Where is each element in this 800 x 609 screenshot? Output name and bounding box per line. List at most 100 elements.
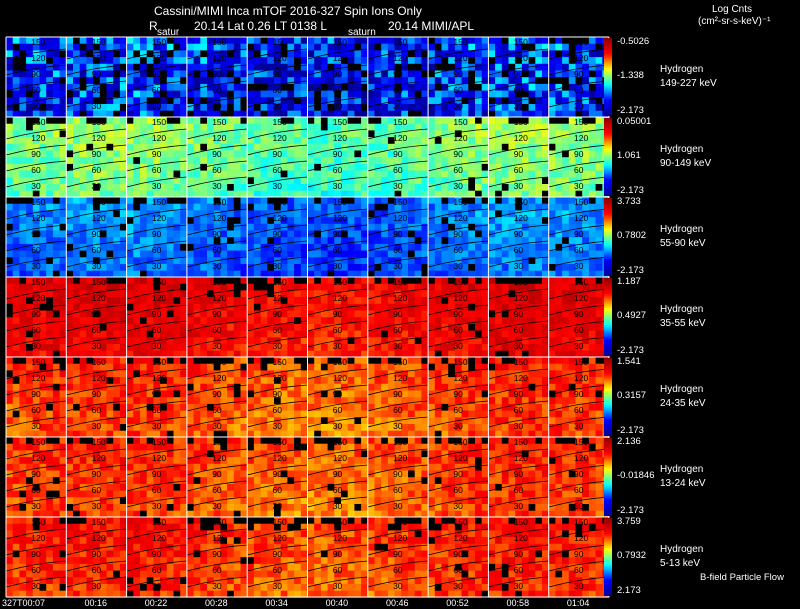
contour-label: 60 — [92, 325, 102, 335]
contour-label: 90 — [393, 389, 403, 399]
contour-label: 150 — [152, 277, 166, 287]
contour-label: 60 — [514, 245, 524, 255]
contour-label: 30 — [393, 581, 403, 591]
contour-label: 30 — [152, 501, 162, 511]
contour-label: 150 — [273, 517, 287, 527]
energy-range-label: 5-13 keV — [660, 558, 701, 569]
contour-label: 150 — [453, 37, 467, 47]
contour-label: 60 — [31, 245, 41, 255]
colorbar-max-label: 2.136 — [617, 436, 641, 447]
contour-label: 30 — [152, 341, 162, 351]
contour-label: 30 — [574, 261, 584, 271]
contour-label: 150 — [92, 37, 106, 47]
contour-label: 120 — [514, 453, 528, 463]
contour-label: 30 — [92, 501, 102, 511]
contour-label: 120 — [212, 213, 226, 223]
contour-label: 150 — [212, 517, 226, 527]
title-line-1: Cassini/MIMI Inca mTOF 2016-327 Spin Ion… — [154, 4, 422, 18]
contour-label: 90 — [152, 389, 162, 399]
contour-label: 60 — [273, 245, 283, 255]
contour-label: 150 — [92, 197, 106, 207]
contour-label: 90 — [453, 389, 463, 399]
contour-label: 30 — [212, 181, 222, 191]
contour-label: 120 — [393, 133, 407, 143]
contour-label: 120 — [574, 213, 588, 223]
contour-label: 120 — [393, 373, 407, 383]
contour-label: 120 — [212, 373, 226, 383]
energy-range-label: 90-149 keV — [660, 158, 712, 169]
contour-label: 30 — [333, 101, 343, 111]
time-tick-label: 327T00:07 — [2, 598, 46, 608]
contour-label: 120 — [92, 533, 106, 543]
contour-label: 60 — [393, 565, 403, 575]
contour-label: 30 — [273, 581, 283, 591]
contour-label: 90 — [453, 149, 463, 159]
contour-label: 90 — [514, 469, 524, 479]
contour-label: 30 — [333, 261, 343, 271]
colorbar — [604, 438, 612, 516]
contour-label: 30 — [152, 421, 162, 431]
contour-label: 30 — [574, 581, 584, 591]
contour-label: 60 — [31, 405, 41, 415]
contour-label: 30 — [393, 421, 403, 431]
contour-label: 60 — [333, 85, 343, 95]
panel-row-1: 150 120 90 60 30 150 120 90 60 30 150 120 90 60 30 150 1… — [5, 116, 612, 198]
panel-row-6: 150 120 90 60 30 150 120 90 60 30 150 120 90 60 30 150 1… — [5, 516, 612, 598]
contour-label: 30 — [92, 261, 102, 271]
saturn-marker-2: saturn — [348, 27, 376, 38]
energy-range-label: 35-55 keV — [660, 318, 706, 329]
contour-label: 90 — [273, 229, 283, 239]
contour-label: 90 — [453, 229, 463, 239]
colorbar-max-label: 0.05001 — [617, 116, 652, 127]
colorbar — [604, 278, 612, 356]
contour-label: 150 — [31, 277, 45, 287]
contour-label: 30 — [92, 581, 102, 591]
contour-label: 60 — [152, 165, 162, 175]
contour-label: 150 — [152, 517, 166, 527]
contour-label: 60 — [453, 485, 463, 495]
contour-label: 90 — [212, 69, 222, 79]
colorbar-max-label: 1.541 — [617, 356, 641, 367]
contour-label: 150 — [453, 197, 467, 207]
contour-label: 30 — [31, 341, 41, 351]
contour-label: 90 — [31, 229, 41, 239]
contour-label: 90 — [393, 549, 403, 559]
contour-label: 30 — [453, 581, 463, 591]
colorbar-max-label: 1.187 — [617, 276, 641, 287]
contour-label: 90 — [574, 229, 584, 239]
contour-label: 60 — [514, 325, 524, 335]
contour-label: 60 — [273, 405, 283, 415]
contour-label: 150 — [453, 277, 467, 287]
energy-range-label: 55-90 keV — [660, 238, 706, 249]
contour-label: 90 — [273, 149, 283, 159]
contour-label: 90 — [393, 229, 403, 239]
contour-label: 60 — [212, 85, 222, 95]
contour-label: 120 — [574, 533, 588, 543]
colorbar-mid-label: -0.01846 — [617, 470, 655, 481]
contour-label: 60 — [514, 85, 524, 95]
contour-label: 60 — [31, 485, 41, 495]
contour-label: 30 — [152, 181, 162, 191]
contour-label: 60 — [393, 245, 403, 255]
contour-label: 90 — [574, 309, 584, 319]
colorbar-min-label: -2.173 — [617, 105, 644, 116]
contour-label: 120 — [453, 453, 467, 463]
contour-label: 120 — [273, 53, 287, 63]
contour-label: 120 — [92, 373, 106, 383]
contour-label: 150 — [152, 117, 166, 127]
colorbar — [604, 518, 612, 596]
energy-range-label: 24-35 keV — [660, 398, 706, 409]
contour-label: 150 — [152, 197, 166, 207]
contour-label: 120 — [333, 53, 347, 63]
contour-label: 90 — [453, 549, 463, 559]
contour-label: 30 — [31, 261, 41, 271]
contour-label: 90 — [514, 549, 524, 559]
contour-label: 60 — [333, 245, 343, 255]
colorbar-min-label: 2.173 — [617, 585, 641, 596]
contour-label: 150 — [333, 37, 347, 47]
contour-label: 120 — [514, 133, 528, 143]
contour-label: 30 — [212, 341, 222, 351]
contour-label: 150 — [514, 117, 528, 127]
contour-label: 150 — [273, 437, 287, 447]
contour-label: 30 — [31, 501, 41, 511]
